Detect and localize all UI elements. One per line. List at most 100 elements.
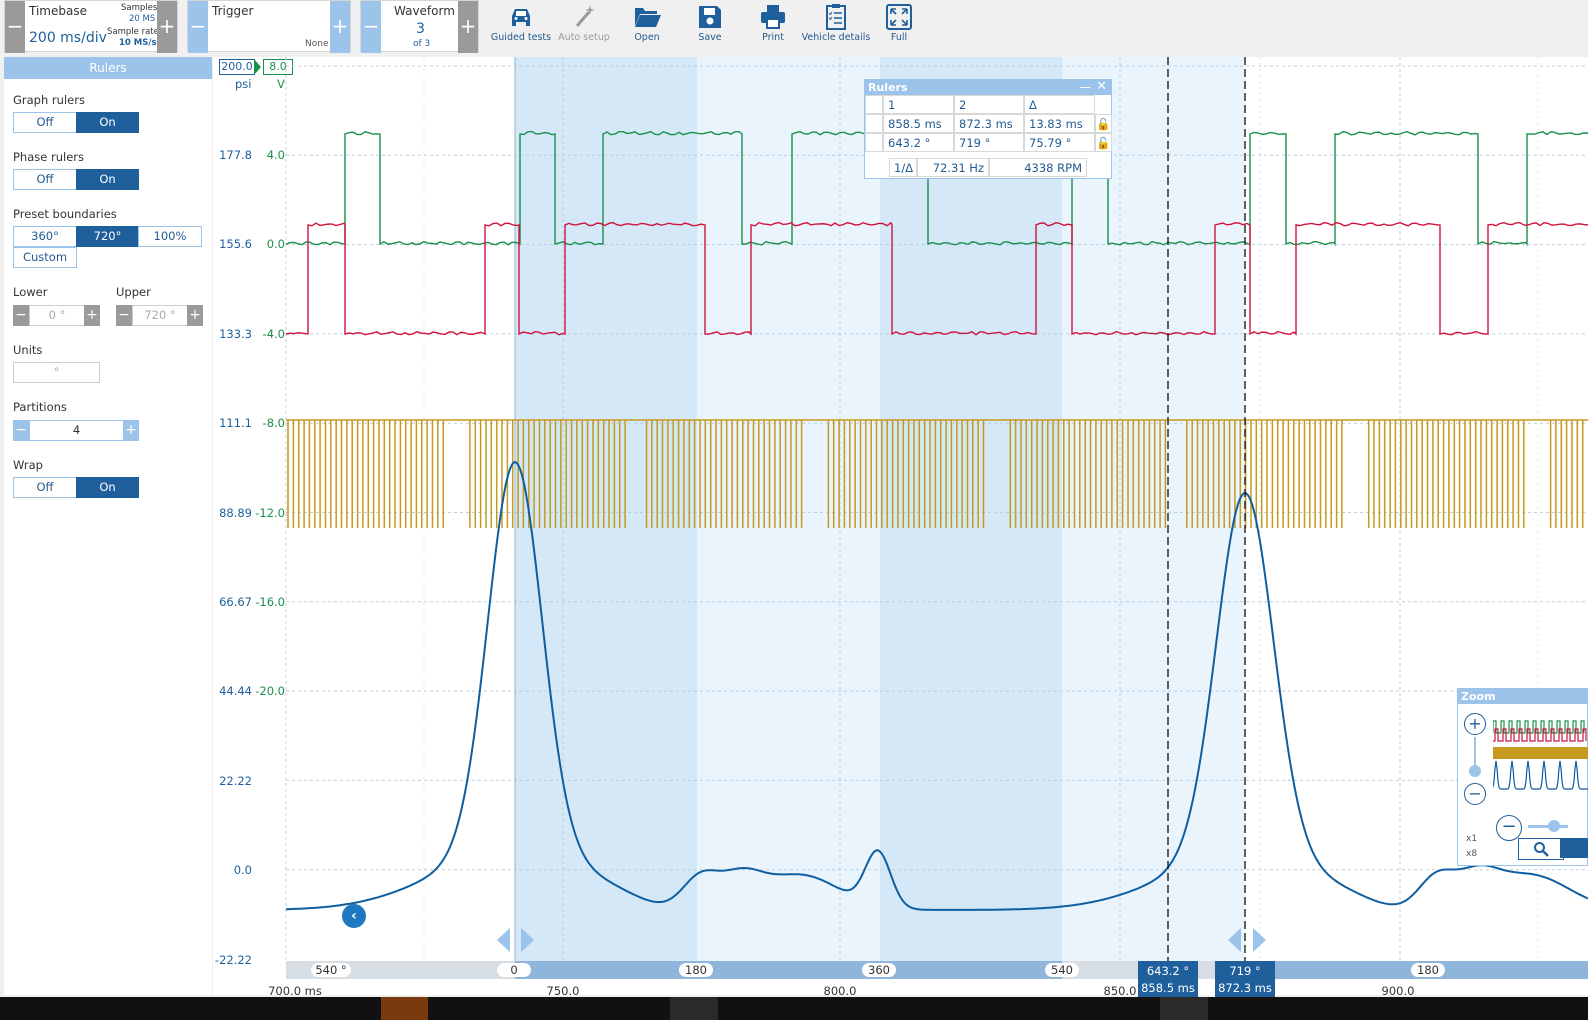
upper-input[interactable]: 720 ° — [132, 305, 188, 326]
phase-rulers-on-button[interactable]: On — [76, 169, 139, 190]
auto-setup-label: Auto setup — [558, 32, 610, 43]
boundary-right-arrow-icon[interactable] — [1253, 928, 1266, 952]
full-screen-button[interactable]: Full — [864, 0, 934, 50]
timebase-increase-button[interactable]: + — [157, 1, 177, 53]
waveform-previous-button[interactable]: − — [361, 1, 381, 53]
save-button[interactable]: Save — [675, 0, 745, 50]
magnifier-icon — [1534, 841, 1549, 857]
print-button[interactable]: Print — [738, 0, 808, 50]
phase-rulers-off-button[interactable]: Off — [13, 169, 77, 190]
minimize-icon[interactable]: — — [1079, 80, 1091, 94]
preset-boundaries-label: Preset boundaries — [13, 207, 117, 221]
voltage-axis-label: 4.0 — [266, 148, 285, 162]
lock-icon[interactable]: 🔓 — [1095, 133, 1112, 152]
waveform-next-button[interactable]: + — [458, 1, 478, 53]
phase-tick-label: 540 — [1045, 963, 1079, 977]
graph-rulers-on-button[interactable]: On — [76, 112, 139, 133]
psi-axis-label: 111.1 — [219, 416, 252, 430]
time-axis-label: 800.0 — [823, 984, 857, 998]
clipboard-icon — [826, 4, 846, 30]
floppy-disk-icon — [699, 6, 721, 28]
upper-increase-button[interactable]: + — [187, 305, 203, 326]
lower-input[interactable]: 0 ° — [29, 305, 85, 326]
pressure-trace[interactable] — [286, 461, 1588, 911]
partitions-input[interactable]: 4 — [29, 420, 124, 441]
rpm-value: 4338 RPM — [989, 158, 1087, 177]
psi-axis-label: 177.8 — [219, 148, 252, 162]
marker-time-value: 858.5 ms — [1141, 981, 1195, 995]
lower-decrease-button[interactable]: − — [13, 305, 29, 326]
frequency-value: 72.31 Hz — [917, 158, 989, 177]
printer-icon — [761, 5, 785, 29]
zoom-mode-button[interactable] — [1560, 838, 1588, 858]
phase-ruler-marker[interactable]: 719 ° 872.3 ms — [1215, 961, 1275, 999]
frequency-label: 1/Δ — [889, 158, 917, 177]
scroll-left-button[interactable]: ‹ — [342, 904, 366, 928]
voltage-scale-max[interactable]: 8.0 — [263, 59, 293, 75]
marker-phase-value: 719 ° — [1229, 964, 1261, 978]
zoom-in-button[interactable]: + — [1464, 713, 1486, 735]
table-row-handle — [865, 95, 883, 114]
table-row-handle — [865, 133, 883, 152]
zoom-reset-button[interactable]: − — [1496, 815, 1522, 841]
wrap-on-button[interactable]: On — [76, 477, 139, 498]
trigger-value[interactable]: None — [305, 39, 329, 49]
close-icon[interactable]: ✕ — [1096, 79, 1107, 94]
sample-rate-value[interactable]: 10 MS/s — [119, 38, 157, 48]
preset-360-button[interactable]: 360° — [13, 226, 77, 247]
graph-area[interactable]: 2 0 0.0 8.0 psi V 177.8 155.6 133.3 111.1 88.8… — [213, 57, 1588, 999]
channel-a-trace[interactable] — [285, 130, 1588, 247]
zoom-out-button[interactable]: − — [1464, 783, 1486, 805]
timebase-value[interactable]: 200 ms/div — [29, 30, 107, 46]
phase-ruler-1: 643.2 ° — [883, 133, 954, 152]
channel-b-trace[interactable] — [285, 221, 1588, 336]
wrap-off-button[interactable]: Off — [13, 477, 77, 498]
preset-custom-button[interactable]: Custom — [13, 247, 77, 268]
taskbar-item[interactable] — [381, 997, 428, 1020]
zoom-slider-handle[interactable] — [1469, 765, 1481, 777]
phase-bar-range — [515, 961, 1062, 979]
taskbar-item[interactable] — [1160, 997, 1208, 1020]
waveform-plot[interactable] — [213, 57, 1588, 995]
partitions-label: Partitions — [13, 400, 67, 414]
channel-c-trace[interactable] — [286, 419, 1588, 528]
phase-tick-label: 0 — [497, 963, 531, 977]
auto-setup-button[interactable]: Auto setup — [549, 0, 619, 50]
trigger-control: − Trigger None + — [187, 0, 351, 53]
upper-label: Upper — [116, 285, 151, 299]
preset-100-percent-button[interactable]: 100% — [138, 226, 202, 247]
preset-720-button[interactable]: 720° — [76, 226, 139, 247]
units-input[interactable]: ° — [13, 362, 100, 383]
zoom-to-selection-button[interactable] — [1518, 838, 1564, 860]
vehicle-details-button[interactable]: Vehicle details — [801, 0, 871, 50]
upper-decrease-button[interactable]: − — [116, 305, 132, 326]
boundary-right-arrow-icon[interactable] — [521, 928, 534, 952]
zoom-overview-thumbnail[interactable] — [1493, 717, 1588, 799]
table-row-handle — [865, 114, 883, 133]
trigger-decrease-button[interactable]: − — [188, 1, 208, 53]
voltage-axis-label: -12.0 — [255, 506, 285, 520]
psi-axis-label: 155.6 — [219, 237, 252, 251]
taskbar-item[interactable] — [670, 997, 718, 1020]
partitions-increase-button[interactable]: + — [123, 420, 139, 441]
timebase-decrease-button[interactable]: − — [5, 1, 25, 53]
lower-increase-button[interactable]: + — [84, 305, 100, 326]
waveform-number[interactable]: 3 — [416, 21, 425, 37]
horizontal-zoom-handle[interactable] — [1548, 820, 1560, 832]
psi-axis-label: 44.44 — [219, 684, 252, 698]
samples-value[interactable]: 20 MS — [129, 14, 156, 24]
guided-tests-button[interactable]: Guided tests — [486, 0, 556, 50]
phase-ruler-marker[interactable]: 643.2 ° 858.5 ms — [1138, 961, 1198, 999]
open-label: Open — [634, 32, 660, 43]
psi-axis-label: 133.3 — [219, 327, 252, 341]
zoom-slider-track[interactable] — [1474, 737, 1476, 777]
boundary-left-arrow-icon[interactable] — [1228, 928, 1241, 952]
graph-rulers-off-button[interactable]: Off — [13, 112, 77, 133]
open-button[interactable]: Open — [612, 0, 682, 50]
partitions-decrease-button[interactable]: − — [13, 420, 29, 441]
lock-icon[interactable]: 🔓 — [1095, 114, 1112, 133]
trigger-increase-button[interactable]: + — [330, 1, 350, 53]
toolbar: − Timebase 200 ms/div Samples 20 MS Samp… — [0, 0, 1588, 56]
voltage-unit: V — [277, 77, 285, 91]
boundary-left-arrow-icon[interactable] — [497, 928, 510, 952]
